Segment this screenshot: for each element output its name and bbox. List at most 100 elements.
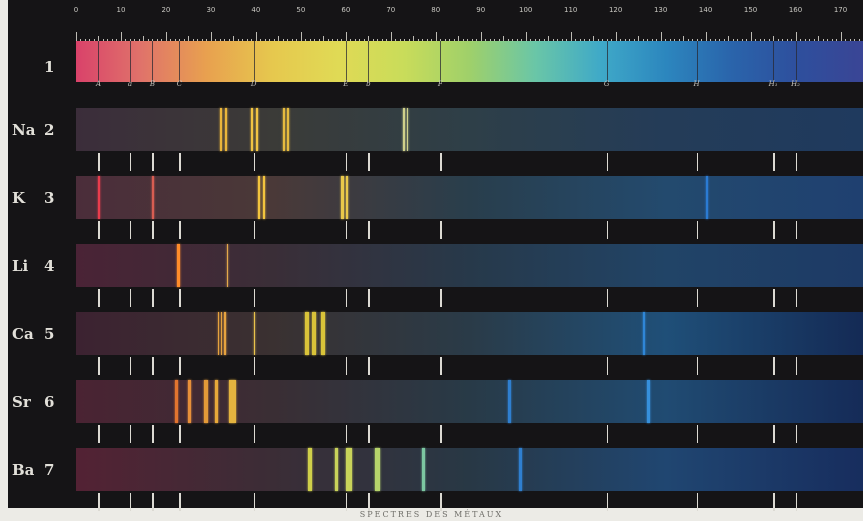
reference-line bbox=[345, 357, 348, 375]
reference-lines-row bbox=[76, 153, 863, 171]
reference-line bbox=[773, 289, 775, 307]
emission-line bbox=[215, 380, 219, 423]
scale-tick bbox=[458, 36, 460, 44]
reference-line bbox=[129, 425, 132, 443]
reference-line bbox=[795, 425, 798, 443]
reference-line bbox=[795, 289, 798, 307]
scale-tick bbox=[840, 32, 842, 44]
spectrum-band-sr bbox=[76, 380, 863, 423]
reference-line bbox=[440, 493, 442, 511]
reference-line bbox=[98, 221, 100, 239]
row-number: 2 bbox=[44, 121, 55, 139]
fraunhofer-label: C bbox=[176, 80, 183, 88]
scale-label: 80 bbox=[431, 6, 441, 14]
reference-line bbox=[795, 493, 798, 511]
scale-label: 110 bbox=[563, 6, 578, 14]
fraunhofer-line bbox=[345, 41, 347, 82]
emission-line bbox=[226, 244, 229, 287]
emission-line bbox=[174, 380, 178, 423]
reference-line bbox=[606, 289, 609, 307]
emission-line bbox=[258, 176, 261, 219]
reference-line bbox=[440, 425, 442, 443]
fraunhofer-line bbox=[179, 41, 181, 82]
reference-line bbox=[253, 357, 256, 375]
reference-line bbox=[253, 153, 256, 171]
emission-line bbox=[705, 176, 708, 219]
emission-line bbox=[406, 108, 409, 151]
reference-line bbox=[98, 357, 100, 375]
fraunhofer-label: b bbox=[366, 80, 371, 88]
element-symbol: Li bbox=[12, 257, 29, 275]
reference-line bbox=[795, 221, 798, 239]
reference-line bbox=[368, 357, 370, 375]
reference-line bbox=[368, 153, 370, 171]
scale-tick bbox=[570, 32, 572, 44]
emission-line bbox=[225, 108, 228, 151]
scale-label: 50 bbox=[296, 6, 306, 14]
reference-line bbox=[152, 289, 154, 307]
fraunhofer-label: D bbox=[250, 80, 257, 88]
emission-line bbox=[307, 448, 312, 491]
emission-line bbox=[334, 448, 338, 491]
fraunhofer-label: E bbox=[343, 80, 349, 88]
reference-line bbox=[696, 289, 699, 307]
reference-line bbox=[440, 357, 442, 375]
scale-label: 20 bbox=[161, 6, 171, 14]
reference-line bbox=[606, 357, 609, 375]
row-label-na: Na 2 bbox=[12, 121, 72, 139]
scale-tick bbox=[345, 32, 347, 44]
scale-label: 170 bbox=[833, 6, 848, 14]
solar-spectrum-band bbox=[76, 41, 863, 82]
fraunhofer-label: H bbox=[693, 80, 700, 88]
reference-line bbox=[179, 425, 181, 443]
scale-tick bbox=[525, 32, 527, 44]
scale-tick bbox=[143, 36, 145, 44]
reference-line bbox=[696, 221, 699, 239]
reference-line bbox=[773, 221, 775, 239]
emission-line bbox=[282, 108, 285, 151]
reference-line bbox=[368, 425, 370, 443]
emission-line bbox=[177, 244, 180, 287]
spectrum-band-ba bbox=[76, 448, 863, 491]
reference-line bbox=[179, 493, 181, 511]
scale-tick bbox=[323, 36, 325, 44]
fraunhofer-line bbox=[773, 41, 775, 82]
scale-tick bbox=[165, 32, 167, 44]
scale-tick bbox=[728, 36, 730, 44]
scale-label: 90 bbox=[476, 6, 486, 14]
reference-line bbox=[795, 153, 798, 171]
emission-line bbox=[224, 312, 226, 355]
scale-tick bbox=[435, 32, 437, 44]
reference-lines-row bbox=[76, 425, 863, 443]
reference-line bbox=[129, 221, 132, 239]
emission-line bbox=[507, 380, 511, 423]
reference-line bbox=[98, 289, 100, 307]
fraunhofer-line bbox=[440, 41, 442, 82]
emission-line bbox=[305, 312, 310, 355]
element-symbol: Ba bbox=[12, 461, 35, 479]
row-label-ba: Ba 7 bbox=[12, 461, 72, 479]
fraunhofer-line bbox=[795, 41, 797, 82]
element-symbol: Sr bbox=[12, 393, 31, 411]
scale-label: 30 bbox=[206, 6, 216, 14]
scale-label: 100 bbox=[519, 6, 533, 14]
reference-lines-row bbox=[76, 357, 863, 375]
row-label-li: Li 4 bbox=[12, 257, 72, 275]
scale-tick bbox=[548, 36, 550, 44]
fraunhofer-label: F bbox=[437, 80, 443, 88]
scale-tick bbox=[300, 32, 302, 44]
fraunhofer-line bbox=[696, 41, 698, 82]
reference-line bbox=[152, 425, 154, 443]
scale-tick bbox=[773, 36, 775, 44]
fraunhofer-label: A bbox=[95, 80, 102, 88]
scale-tick bbox=[503, 36, 505, 44]
reference-line bbox=[345, 221, 348, 239]
emission-line bbox=[422, 448, 426, 491]
reference-line bbox=[129, 493, 132, 511]
reference-line bbox=[368, 289, 370, 307]
emission-line bbox=[253, 312, 256, 355]
scale-tick bbox=[390, 32, 392, 44]
scale-tick bbox=[120, 32, 122, 44]
reference-line bbox=[152, 153, 154, 171]
scale-tick bbox=[255, 32, 257, 44]
